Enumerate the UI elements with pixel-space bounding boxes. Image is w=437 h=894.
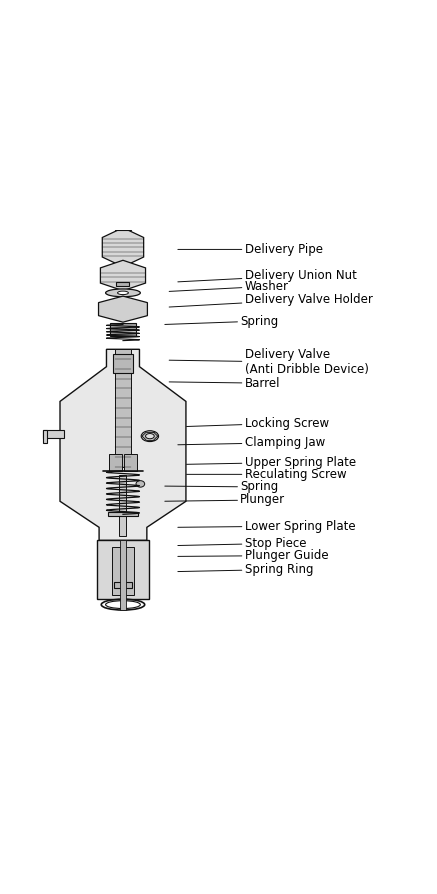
Bar — [114, 582, 132, 588]
Polygon shape — [60, 350, 186, 540]
Text: Upper Spring Plate: Upper Spring Plate — [187, 456, 356, 468]
Ellipse shape — [136, 481, 145, 487]
Bar — [118, 214, 128, 220]
Text: Spring: Spring — [165, 315, 278, 327]
Polygon shape — [101, 260, 146, 291]
Polygon shape — [102, 228, 144, 266]
Text: Reculating Screw: Reculating Screw — [187, 468, 346, 481]
Text: Delivery Union Nut: Delivery Union Nut — [178, 269, 357, 282]
Bar — [119, 476, 126, 536]
Bar — [120, 540, 126, 610]
Bar — [112, 547, 134, 595]
Polygon shape — [98, 296, 147, 322]
Bar — [97, 540, 149, 599]
Text: Delivery Valve
(Anti Dribble Device): Delivery Valve (Anti Dribble Device) — [169, 349, 368, 376]
Text: Stop Piece: Stop Piece — [178, 537, 306, 550]
Text: Plunger Guide: Plunger Guide — [178, 549, 328, 562]
Text: Delivery Pipe: Delivery Pipe — [178, 243, 323, 256]
Bar — [110, 324, 136, 336]
Text: Lower Spring Plate: Lower Spring Plate — [178, 519, 355, 533]
Text: Clamping Jaw: Clamping Jaw — [178, 436, 325, 449]
Text: Locking Screw: Locking Screw — [187, 417, 329, 430]
Bar — [115, 350, 131, 467]
Text: Delivery Valve Holder: Delivery Valve Holder — [169, 293, 372, 307]
Bar — [43, 430, 64, 438]
Text: Washer: Washer — [169, 280, 288, 293]
Ellipse shape — [146, 434, 154, 439]
Ellipse shape — [118, 291, 128, 295]
Bar — [43, 430, 47, 443]
Text: Plunger: Plunger — [165, 493, 285, 507]
Bar — [108, 512, 138, 517]
Text: Spring Ring: Spring Ring — [178, 563, 313, 576]
Bar — [115, 219, 131, 230]
Bar — [124, 453, 137, 471]
Bar — [109, 453, 121, 471]
Bar — [114, 354, 132, 373]
Ellipse shape — [141, 431, 159, 442]
Text: Barrel: Barrel — [169, 376, 280, 390]
Ellipse shape — [106, 289, 140, 297]
Bar — [116, 282, 129, 286]
Text: Spring: Spring — [165, 480, 278, 493]
